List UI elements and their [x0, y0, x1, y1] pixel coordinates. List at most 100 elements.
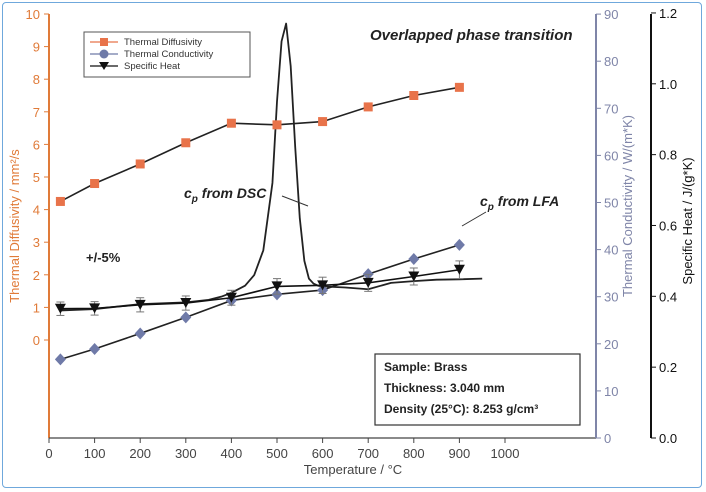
right1-tick-label: 20: [604, 337, 618, 352]
right1-tick-label: 50: [604, 196, 618, 211]
right2-tick-label: 0.0: [659, 431, 677, 446]
annotation-lfa-rest: from LFA: [494, 193, 559, 209]
left-tick-label: 0: [33, 333, 40, 348]
specific-heat-point: [180, 298, 192, 309]
diffusivity-point: [272, 120, 282, 130]
left-tick-label: 5: [33, 170, 40, 185]
figure-frame: [2, 2, 702, 488]
annotation-tolerance: +/-5%: [86, 250, 121, 265]
left-tick-label: 3: [33, 235, 40, 250]
specific-heat-point: [89, 303, 101, 314]
left-tick-label: 1: [33, 300, 40, 315]
specific-heat-point: [453, 264, 465, 275]
left-tick-label: 6: [33, 137, 40, 152]
right2-tick-label: 0.8: [659, 148, 677, 163]
right-axis-1-title: Thermal Conductivity / W/(m*K): [620, 115, 635, 297]
diffusivity-point: [454, 82, 464, 92]
plot-area: [54, 22, 483, 366]
annotation-peak: Overlapped phase transition: [370, 27, 573, 44]
diffusivity-point: [90, 179, 100, 189]
x-tick-label: 300: [175, 446, 197, 461]
right2-tick-label: 0.4: [659, 289, 677, 304]
legend-circle-icon: [99, 49, 109, 59]
annotation-lfa: cp from LFA: [480, 193, 559, 213]
conductivity-point: [54, 353, 66, 366]
annotation-dsc: cp from DSC: [184, 185, 267, 205]
x-tick-label: 700: [357, 446, 379, 461]
specific-heat-point: [225, 292, 237, 303]
info-density: Density (25°C): 8.253 g/cm³: [384, 402, 538, 416]
left-tick-label: 2: [33, 268, 40, 283]
annotation-lfa-sub: p: [487, 202, 494, 213]
x-tick-label: 500: [266, 446, 288, 461]
legend-label-specific-heat: Specific Heat: [124, 61, 180, 72]
right2-tick-label: 0.2: [659, 360, 677, 375]
left-tick-label: 10: [26, 7, 40, 22]
left-tick-label: 9: [33, 40, 40, 55]
x-tick-label: 800: [403, 446, 425, 461]
dsc-curve: [60, 22, 483, 312]
series-line: [60, 244, 460, 361]
diffusivity-point: [409, 91, 419, 100]
diffusivity-point: [363, 102, 373, 112]
x-axis-title: Temperature / °C: [304, 462, 402, 477]
diffusivity-point: [226, 118, 236, 128]
right1-tick-label: 80: [604, 54, 618, 69]
right1-tick-label: 60: [604, 148, 618, 163]
right1-tick-label: 0: [604, 431, 611, 446]
left-tick-label: 7: [33, 105, 40, 120]
specific-heat-point: [134, 299, 146, 310]
legend-label-conductivity: Thermal Conductivity: [124, 49, 213, 60]
conductivity-point: [180, 311, 192, 324]
left-tick-label: 8: [33, 72, 40, 87]
right1-tick-label: 10: [604, 384, 618, 399]
left-tick-label: 4: [33, 203, 40, 218]
diffusivity-point: [181, 138, 191, 148]
right1-tick-label: 70: [604, 101, 618, 116]
x-tick-label: 600: [312, 446, 334, 461]
specific-heat-point: [317, 280, 329, 291]
right-axis-2-title: Specific Heat / J/(g*K): [680, 157, 695, 284]
x-tick-label: 900: [449, 446, 471, 461]
x-tick-label: 100: [84, 446, 106, 461]
annotation-dsc-pointer: [281, 195, 309, 207]
info-box: Sample: Brass Thickness: 3.040 mm Densit…: [374, 353, 581, 426]
annotation-dsc-sub: p: [191, 194, 198, 205]
right2-tick-label: 1.2: [659, 6, 677, 21]
annotation-dsc-c: c: [184, 185, 192, 201]
right1-tick-label: 30: [604, 290, 618, 305]
annotation-lfa-c: c: [480, 193, 488, 209]
legend-label-diffusivity: Thermal Diffusivity: [124, 37, 202, 48]
right2-tick-label: 0.6: [659, 218, 677, 233]
annotation-lfa-pointer: [461, 211, 487, 227]
diffusivity-point: [55, 196, 65, 206]
legend-triangle-icon: [99, 62, 109, 70]
diffusivity-point: [318, 117, 328, 127]
info-thickness: Thickness: 3.040 mm: [384, 381, 505, 395]
right1-tick-label: 40: [604, 243, 618, 258]
legend: Thermal Diffusivity Thermal Conductivity…: [83, 31, 251, 78]
axis-ticks: 0 100 200 300 400 500 600 700 800 900 100001234567…: [26, 6, 678, 461]
annotation-dsc-rest: from DSC: [198, 185, 267, 201]
legend-box: [83, 31, 251, 78]
conductivity-point: [89, 342, 101, 355]
right1-tick-label: 90: [604, 7, 618, 22]
x-tick-label: 200: [129, 446, 151, 461]
conductivity-point: [134, 327, 146, 340]
series-line: [60, 268, 460, 310]
legend-square-icon: [100, 38, 108, 46]
specific-heat-point: [54, 303, 66, 314]
left-axis-title: Thermal Diffusivity / mm²/s: [7, 149, 22, 303]
diffusivity-point: [135, 159, 145, 169]
right2-tick-label: 1.0: [659, 77, 677, 92]
info-sample: Sample: Brass: [384, 360, 468, 374]
x-tick-label: 1000: [491, 446, 520, 461]
specific-heat-point: [271, 281, 283, 292]
conductivity-point: [453, 238, 465, 251]
x-tick-label: 0: [45, 446, 52, 461]
specific-heat-point: [408, 271, 420, 282]
x-tick-label: 400: [221, 446, 243, 461]
conductivity-point: [408, 253, 420, 266]
specific-heat-point: [362, 277, 374, 288]
